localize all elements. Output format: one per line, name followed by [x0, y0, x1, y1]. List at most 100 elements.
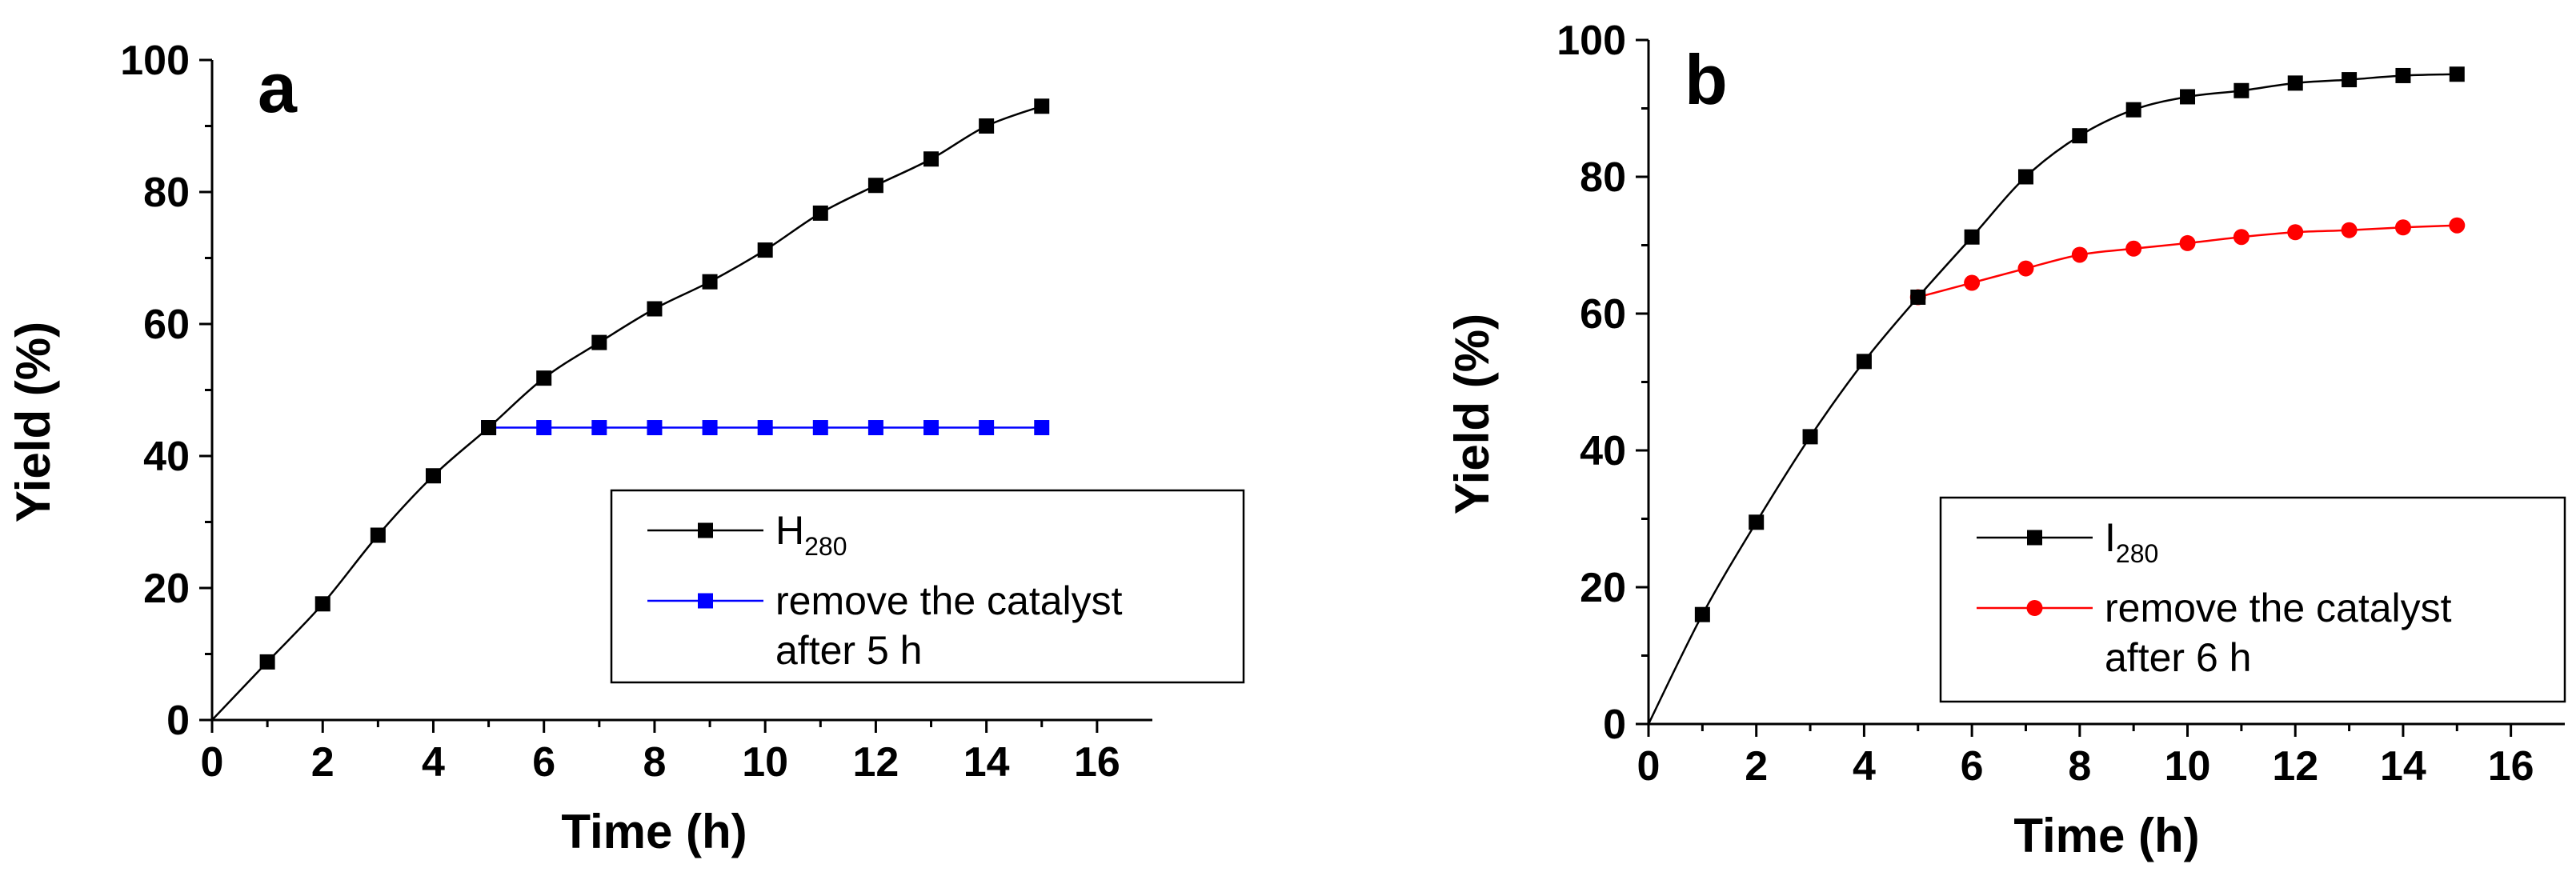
data-point	[2233, 82, 2249, 98]
legend-label: remove the catalyst	[2105, 586, 2452, 630]
chart-panel-b: 0 2 4 6 8 10 12 14 16 0 20 40 60 80 100 Time (h) Yield (…	[1445, 18, 2566, 862]
legend-marker	[2027, 530, 2042, 546]
x-tick-label: 4	[1853, 743, 1876, 790]
legend-label-line2: after 6 h	[2105, 635, 2251, 680]
data-point	[2071, 246, 2088, 263]
data-point	[2394, 219, 2411, 236]
x-tick-label: 0	[201, 739, 224, 786]
x-axis-title: Time (h)	[2013, 809, 2199, 862]
y-tick-label: 80	[143, 170, 190, 216]
legend-label-subscript: 280	[804, 532, 847, 561]
x-tick-label: 14	[963, 739, 1010, 786]
x-tick-label: 14	[2380, 743, 2426, 790]
x-tick-label: 10	[742, 739, 788, 786]
legend-box	[610, 489, 1245, 684]
data-point	[2449, 217, 2466, 234]
data-point	[1034, 98, 1050, 114]
x-tick-label: 16	[1074, 739, 1120, 786]
data-point	[923, 420, 939, 436]
data-point	[1694, 606, 1710, 622]
legend-marker	[698, 593, 713, 609]
series-main	[1647, 66, 2465, 725]
x-tick-label: 2	[311, 739, 335, 786]
data-point	[2179, 234, 2196, 251]
data-point	[481, 420, 497, 436]
data-point	[2072, 128, 2088, 144]
x-tick-label: 10	[2165, 743, 2211, 790]
y-tick-label: 40	[1580, 428, 1626, 474]
data-point	[923, 151, 939, 167]
data-point	[536, 420, 552, 436]
legend-marker	[2026, 600, 2043, 616]
y-tick-label: 100	[120, 38, 190, 84]
legend: H280 remove the catalyst after 5 h	[610, 489, 1245, 684]
data-point	[647, 420, 663, 436]
data-point	[1856, 354, 1872, 370]
legend-box	[1939, 496, 2566, 703]
data-point	[757, 242, 773, 258]
data-point	[979, 118, 995, 134]
legend-label-main: remove the catalyst	[2105, 586, 2452, 630]
data-point	[259, 654, 275, 670]
x-tick-label: 12	[852, 739, 899, 786]
data-point	[536, 370, 552, 386]
data-point	[647, 301, 663, 317]
x-tick-label: 6	[1961, 743, 1984, 790]
data-point	[1964, 274, 1981, 291]
y-tick-label: 0	[166, 698, 190, 744]
legend-label: I280	[2105, 515, 2158, 568]
data-point	[2395, 67, 2411, 83]
x-tick-label: 16	[2488, 743, 2534, 790]
y-tick-label: 80	[1580, 154, 1626, 201]
data-point	[2180, 89, 2196, 105]
data-point	[867, 178, 883, 194]
x-tick-label: 8	[2068, 743, 2091, 790]
x-tick-label: 6	[532, 739, 555, 786]
legend-label: remove the catalyst	[775, 578, 1123, 623]
y-tick-label: 20	[143, 566, 190, 612]
data-point	[2233, 229, 2249, 246]
data-point	[591, 420, 607, 436]
panel-label: a	[258, 48, 298, 127]
legend-marker	[698, 522, 713, 538]
x-axis-title: Time (h)	[561, 805, 747, 858]
data-point	[1964, 229, 1980, 245]
y-tick-label: 20	[1580, 565, 1626, 611]
data-point	[2287, 75, 2303, 91]
data-point	[2017, 169, 2033, 185]
y-tick-label: 60	[143, 302, 190, 348]
data-point	[1749, 514, 1765, 530]
y-axis-title: Yield (%)	[6, 322, 60, 522]
chart-panel-a: 0 2 4 6 8 10 12 14 16 0 20 40 60 80 100 Time (h) Yield (…	[6, 38, 1245, 858]
legend-label-line2: after 5 h	[775, 628, 922, 673]
data-point	[314, 596, 331, 612]
x-tick-label: 0	[1637, 743, 1661, 790]
legend-label-main: I	[2105, 515, 2116, 560]
x-tick-label: 2	[1745, 743, 1768, 790]
y-axis-title: Yield (%)	[1445, 314, 1499, 514]
legend-label-main: H	[775, 508, 804, 553]
x-tick-label: 12	[2272, 743, 2318, 790]
data-point	[812, 205, 828, 221]
data-point	[979, 420, 995, 436]
y-tick-label: 40	[143, 434, 190, 480]
data-point	[757, 420, 773, 436]
legend-label-subscript: 280	[2116, 539, 2158, 568]
x-tick-label: 4	[422, 739, 445, 786]
legend: I280 remove the catalyst after 6 h	[1939, 496, 2566, 703]
panel-label: b	[1685, 40, 1728, 119]
y-tick-label: 0	[1603, 702, 1626, 748]
data-point	[2287, 224, 2304, 241]
y-tick-label: 100	[1556, 18, 1626, 64]
series-removal	[1909, 217, 2466, 306]
data-point	[2341, 222, 2358, 238]
data-point	[812, 420, 828, 436]
series-main	[211, 98, 1050, 721]
x-tick-label: 8	[643, 739, 666, 786]
data-point	[1802, 429, 1818, 445]
legend-label-main: remove the catalyst	[775, 578, 1123, 623]
data-point	[425, 468, 441, 484]
data-point	[370, 527, 386, 543]
data-point	[2125, 102, 2141, 118]
